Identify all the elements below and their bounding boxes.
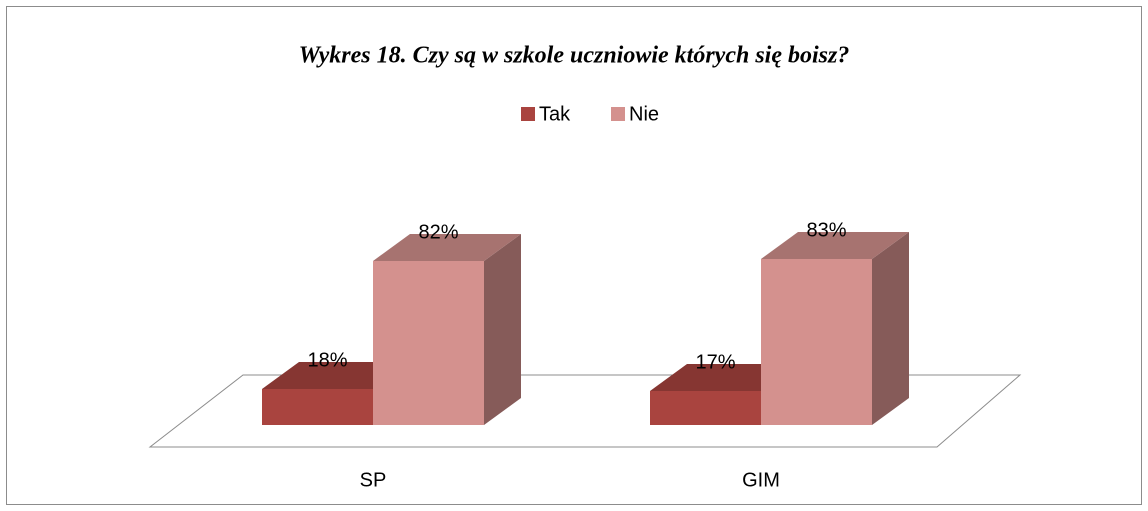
x-tick-label: GIM: [742, 469, 780, 491]
bar-side: [872, 232, 909, 425]
chart-title: Wykres 18. Czy są w szkole uczniowie któ…: [299, 43, 850, 69]
bar: [373, 261, 484, 425]
bar-side: [484, 234, 521, 425]
legend-swatch: [521, 107, 535, 121]
bar-top: [761, 232, 909, 259]
legend-label: Nie: [629, 103, 659, 125]
bar-top: [373, 234, 521, 261]
bar: [650, 391, 761, 425]
data-label: 18%: [307, 349, 347, 371]
bar: [761, 259, 872, 425]
legend-swatch: [611, 107, 625, 121]
data-label: 17%: [695, 351, 735, 373]
data-label: 83%: [806, 219, 846, 241]
bar: [262, 389, 373, 425]
data-label: 82%: [418, 221, 458, 243]
x-tick-label: SP: [360, 469, 387, 491]
legend-label: Tak: [539, 103, 571, 125]
